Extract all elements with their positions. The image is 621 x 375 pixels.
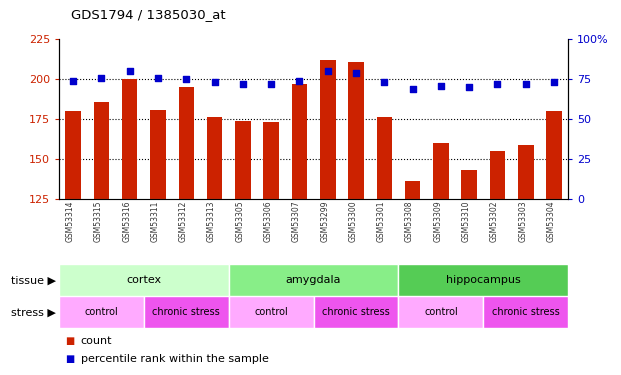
Point	[323, 68, 333, 74]
Bar	[292, 84, 307, 199]
Text: GSM53312: GSM53312	[179, 201, 188, 242]
Bar	[150, 110, 166, 199]
Point	[210, 80, 220, 86]
Bar	[235, 121, 251, 199]
Point	[492, 81, 502, 87]
Text: amygdala: amygdala	[286, 275, 342, 285]
Point	[436, 82, 446, 88]
Bar	[94, 102, 109, 199]
Bar	[122, 79, 137, 199]
Point	[181, 76, 191, 82]
Point	[379, 80, 389, 86]
Bar	[207, 117, 222, 199]
Point	[521, 81, 531, 87]
Bar	[490, 151, 505, 199]
Bar	[433, 143, 449, 199]
Bar	[229, 264, 399, 296]
Text: GSM53310: GSM53310	[461, 201, 471, 242]
Text: GSM53305: GSM53305	[235, 201, 244, 242]
Text: control: control	[84, 307, 119, 317]
Point	[465, 84, 474, 90]
Bar	[483, 296, 568, 328]
Point	[238, 81, 248, 87]
Text: GSM53308: GSM53308	[405, 201, 414, 242]
Text: GSM53303: GSM53303	[518, 201, 527, 242]
Bar	[399, 296, 483, 328]
Bar	[405, 181, 420, 199]
Text: GSM53304: GSM53304	[546, 201, 556, 242]
Text: GSM53301: GSM53301	[377, 201, 386, 242]
Text: GSM53307: GSM53307	[292, 201, 301, 242]
Text: count: count	[81, 336, 112, 346]
Bar	[144, 296, 229, 328]
Point	[125, 68, 135, 74]
Text: stress ▶: stress ▶	[11, 307, 56, 317]
Bar	[229, 296, 314, 328]
Point	[294, 78, 304, 84]
Bar	[314, 296, 399, 328]
Text: chronic stress: chronic stress	[322, 307, 390, 317]
Text: GSM53309: GSM53309	[433, 201, 442, 242]
Text: control: control	[424, 307, 458, 317]
Bar	[461, 170, 477, 199]
Text: chronic stress: chronic stress	[152, 307, 220, 317]
Text: ■: ■	[65, 354, 75, 364]
Bar	[59, 264, 229, 296]
Text: GSM53315: GSM53315	[94, 201, 103, 242]
Point	[407, 86, 417, 92]
Text: GSM53306: GSM53306	[263, 201, 273, 242]
Text: GSM53313: GSM53313	[207, 201, 216, 242]
Point	[153, 75, 163, 81]
Point	[549, 80, 559, 86]
Bar	[65, 111, 81, 199]
Text: GDS1794 / 1385030_at: GDS1794 / 1385030_at	[71, 8, 226, 21]
Text: GSM53311: GSM53311	[150, 201, 160, 242]
Text: hippocampus: hippocampus	[446, 275, 521, 285]
Text: GSM53314: GSM53314	[66, 201, 75, 242]
Text: tissue ▶: tissue ▶	[11, 275, 56, 285]
Point	[266, 81, 276, 87]
Bar	[376, 117, 392, 199]
Bar	[546, 111, 562, 199]
Text: GSM53316: GSM53316	[122, 201, 131, 242]
Text: cortex: cortex	[126, 275, 161, 285]
Point	[68, 78, 78, 84]
Bar	[348, 62, 364, 199]
Bar	[320, 60, 335, 199]
Text: ■: ■	[65, 336, 75, 346]
Text: GSM53299: GSM53299	[320, 201, 329, 242]
Text: GSM53302: GSM53302	[490, 201, 499, 242]
Bar	[263, 122, 279, 199]
Text: GSM53300: GSM53300	[348, 201, 358, 242]
Bar	[59, 296, 144, 328]
Point	[351, 70, 361, 76]
Point	[96, 75, 106, 81]
Text: chronic stress: chronic stress	[492, 307, 560, 317]
Bar	[399, 264, 568, 296]
Text: control: control	[254, 307, 288, 317]
Bar	[178, 87, 194, 199]
Text: percentile rank within the sample: percentile rank within the sample	[81, 354, 269, 364]
Bar	[518, 145, 533, 199]
